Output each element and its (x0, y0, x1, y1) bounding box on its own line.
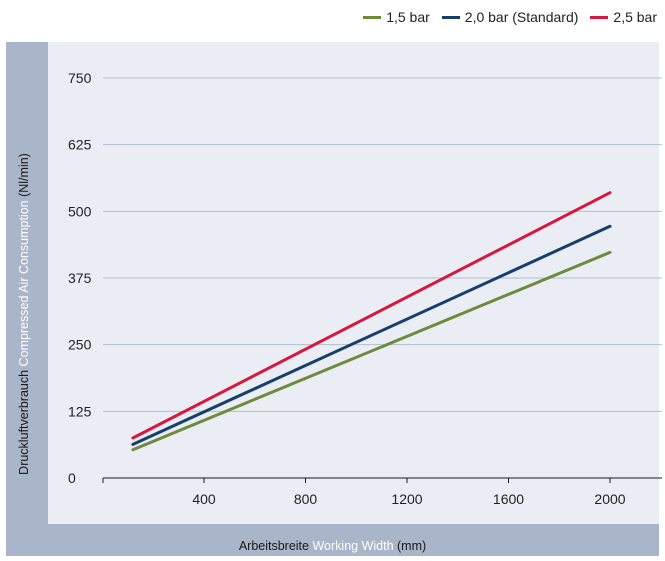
legend: 1,5 bar 2,0 bar (Standard) 2,5 bar (363, 9, 657, 25)
x-tick-label-2000: 2000 (594, 491, 625, 507)
legend-item-2-5-bar: 2,5 bar (590, 9, 657, 25)
legend-label-2-0-bar: 2,0 bar (Standard) (464, 9, 579, 25)
y-tick-label-375: 375 (68, 270, 92, 286)
x-axis-unit: (mm) (397, 539, 427, 553)
y-axis-unit: (Nl/min) (17, 153, 31, 197)
y-tick-label-0: 0 (68, 470, 76, 486)
legend-label-2-5-bar: 2,5 bar (613, 9, 657, 25)
series-line-2 (131, 224, 612, 446)
legend-item-2-0-bar: 2,0 bar (Standard) (441, 9, 579, 25)
y-tick-label-625: 625 (68, 137, 92, 153)
y-tick-label-250: 250 (68, 337, 92, 353)
x-tick-label-1600: 1600 (493, 491, 524, 507)
y-axis-title: Druckluftverbrauch Compressed Air Consum… (17, 153, 31, 475)
y-tick-label-750: 750 (68, 70, 92, 86)
x-tick-label-800: 800 (294, 491, 318, 507)
x-axis-title: Arbeitsbreite Working Width (mm) (0, 539, 665, 553)
y-tick-label-500: 500 (68, 203, 92, 219)
x-tick-label-1200: 1200 (391, 491, 422, 507)
legend-swatch-1-5-bar (363, 15, 382, 19)
x-tick-label-400: 400 (192, 491, 216, 507)
y-axis-title-de: Druckluftverbrauch (17, 369, 31, 475)
y-tick-label-125: 125 (68, 403, 92, 419)
legend-swatch-2-5-bar (590, 15, 609, 19)
legend-swatch-2-0-bar (441, 15, 460, 19)
x-axis-title-en: Working Width (312, 539, 394, 553)
x-axis-title-de: Arbeitsbreite (238, 539, 309, 553)
y-axis-title-en: Compressed Air Consumption (17, 200, 31, 367)
series-line-3 (131, 191, 612, 440)
legend-item-1-5-bar: 1,5 bar (363, 9, 430, 25)
series-line-1 (131, 250, 612, 452)
legend-label-1-5-bar: 1,5 bar (386, 9, 430, 25)
